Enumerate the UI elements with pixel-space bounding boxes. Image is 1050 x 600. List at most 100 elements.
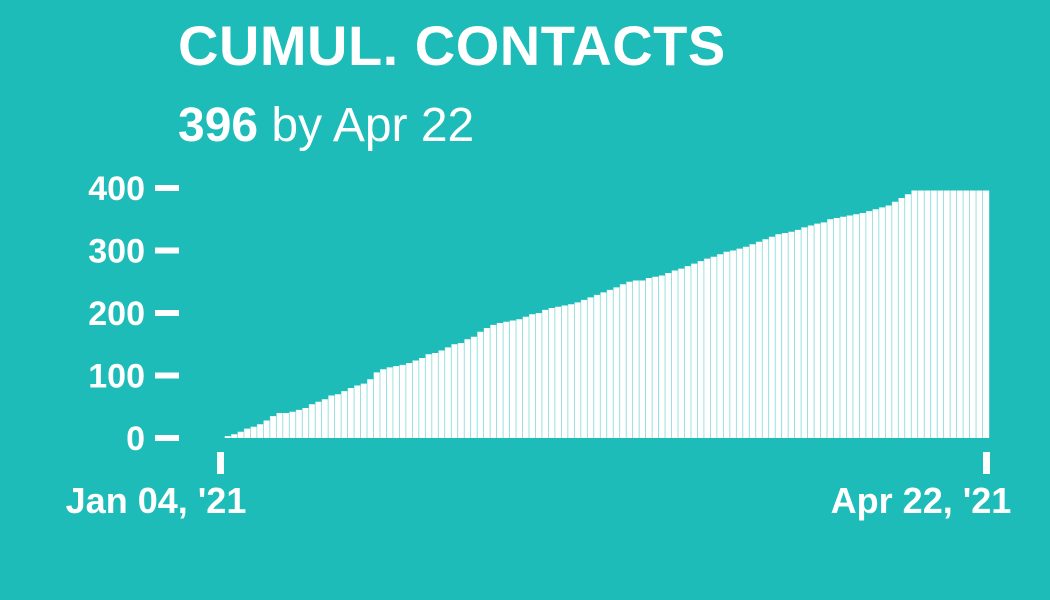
bar bbox=[431, 353, 439, 438]
bar bbox=[341, 391, 348, 439]
y-tick-mark bbox=[155, 185, 179, 191]
bar bbox=[678, 268, 685, 439]
bar bbox=[425, 354, 433, 438]
bar bbox=[671, 270, 679, 438]
bar bbox=[224, 436, 232, 439]
bar bbox=[878, 207, 886, 439]
subtitle-value: 396 bbox=[178, 99, 259, 152]
bar bbox=[295, 409, 303, 439]
bar bbox=[334, 394, 342, 438]
bar bbox=[768, 236, 776, 438]
bar bbox=[496, 323, 504, 438]
bar bbox=[321, 399, 329, 438]
bar bbox=[302, 408, 309, 438]
bar bbox=[367, 379, 374, 438]
bar bbox=[548, 308, 556, 438]
y-tick-label: 400 bbox=[88, 170, 145, 208]
y-tick-label: 100 bbox=[88, 358, 145, 396]
bar bbox=[477, 331, 484, 438]
bar bbox=[522, 316, 530, 438]
bar bbox=[386, 367, 394, 439]
bar bbox=[736, 248, 743, 439]
x-tick-mark bbox=[983, 452, 990, 474]
chart-title: CUMUL. CONTACTS bbox=[178, 14, 726, 77]
bar bbox=[788, 231, 795, 438]
bar bbox=[373, 372, 381, 439]
bar bbox=[561, 305, 569, 438]
bar bbox=[846, 215, 854, 438]
bar bbox=[865, 211, 873, 439]
bar bbox=[781, 233, 789, 438]
bar bbox=[917, 190, 925, 438]
chart-subtitle: 396 by Apr 22 bbox=[178, 98, 474, 154]
bar bbox=[904, 194, 912, 438]
bar bbox=[645, 278, 653, 438]
bar bbox=[807, 225, 815, 438]
bar bbox=[315, 401, 322, 438]
bar bbox=[516, 319, 523, 438]
bar bbox=[593, 294, 601, 439]
bar bbox=[379, 369, 387, 438]
bar bbox=[619, 284, 627, 438]
y-tick-mark bbox=[155, 247, 179, 254]
bar bbox=[716, 254, 724, 438]
bar bbox=[418, 358, 426, 438]
bar bbox=[626, 281, 633, 438]
bar bbox=[412, 360, 420, 438]
bar bbox=[937, 190, 944, 438]
bar bbox=[613, 287, 620, 439]
bar bbox=[282, 413, 290, 438]
bar bbox=[697, 261, 705, 439]
bar bbox=[457, 343, 465, 438]
bar bbox=[690, 263, 698, 439]
subtitle-text: by Apr 22 bbox=[258, 99, 475, 152]
x-tick-label: Jan 04, '21 bbox=[66, 480, 247, 521]
x-tick-label: Apr 22, '21 bbox=[831, 480, 1012, 521]
bar bbox=[399, 364, 407, 439]
bar bbox=[483, 328, 491, 438]
bar bbox=[794, 229, 802, 439]
bar bbox=[347, 388, 355, 438]
bar bbox=[405, 363, 413, 438]
bar bbox=[762, 239, 769, 438]
bar bbox=[976, 190, 983, 438]
bar bbox=[891, 201, 899, 438]
bar bbox=[652, 276, 659, 438]
bar bbox=[839, 216, 847, 438]
bar bbox=[528, 314, 536, 438]
bar bbox=[535, 313, 543, 438]
bar bbox=[574, 302, 582, 439]
bar bbox=[554, 306, 562, 438]
bar bbox=[749, 244, 756, 438]
bar bbox=[723, 251, 731, 438]
bar bbox=[509, 320, 517, 438]
bar bbox=[852, 214, 860, 438]
bar bbox=[885, 205, 893, 438]
bar bbox=[658, 275, 666, 438]
y-tick-mark bbox=[155, 435, 179, 441]
bar bbox=[600, 292, 607, 439]
bar bbox=[256, 424, 264, 438]
y-tick-label: 300 bbox=[88, 233, 145, 271]
bar bbox=[950, 190, 957, 438]
bar bbox=[503, 321, 510, 438]
bar bbox=[859, 213, 867, 438]
bar bbox=[898, 198, 905, 438]
y-tick-label: 200 bbox=[88, 295, 145, 333]
bar bbox=[289, 411, 296, 438]
bar bbox=[632, 280, 640, 438]
bar bbox=[924, 190, 931, 438]
bar bbox=[237, 431, 245, 438]
bar bbox=[801, 227, 808, 439]
bar bbox=[872, 209, 880, 438]
bar bbox=[308, 404, 316, 438]
y-tick-mark bbox=[155, 372, 179, 379]
bar bbox=[451, 344, 458, 438]
bar bbox=[639, 280, 646, 438]
bar bbox=[360, 383, 368, 439]
bar bbox=[541, 309, 549, 439]
bar bbox=[755, 241, 763, 438]
bar bbox=[742, 246, 750, 438]
y-tick-label: 0 bbox=[126, 420, 145, 458]
